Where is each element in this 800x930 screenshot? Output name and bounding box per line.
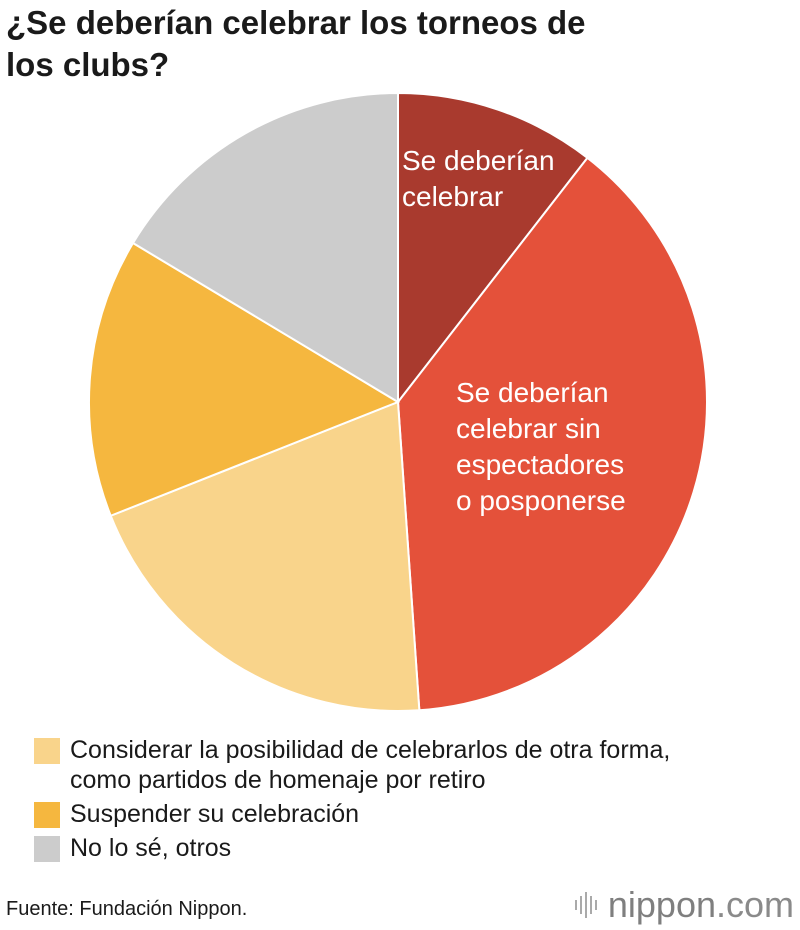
slice-label-line: celebrar sin [456,413,601,444]
legend-item-suspender: Suspender su celebración [34,799,794,829]
legend-label-line: como partidos de homenaje por retiro [70,766,486,794]
legend: Considerar la posibilidad de celebrarlos… [34,735,794,867]
pie-slice-1 [396,156,708,712]
pie-slice-3 [88,241,401,518]
pie-slice-labels: Se deberían celebrar Se deberían celebrar s… [402,145,626,516]
legend-item-no-lo-se: No lo sé, otros [34,833,794,863]
slice-label-line: o posponerse [456,485,626,516]
pie-slice-2 [109,400,421,712]
legend-item-otra-forma: Considerar la posibilidad de celebrarlos… [34,735,794,795]
legend-swatch-no-lo-se [34,836,60,862]
slice-label-line: Se deberían [402,145,555,176]
pie-chart: Se deberían celebrar Se deberían celebrar s… [88,91,708,712]
source-note: Fuente: Fundación Nippon. [6,898,248,920]
legend-swatch-otra-forma [34,738,60,764]
logo-suffix: .com [715,884,794,925]
legend-label-suspender: Suspender su celebración [70,800,360,828]
chart-title: ¿Se deberían celebrar los torneos de los… [6,2,786,86]
slice-label-line: espectadores [456,449,624,480]
slice-label-line: Se deberían [456,377,609,408]
legend-label-no-lo-se: No lo sé, otros [70,834,232,862]
logo-name: nippon [607,884,716,925]
nippon-logo: nippon .com [574,884,794,926]
chart-title-line-2: los clubs? [6,46,170,83]
legend-label-otra-forma: Considerar la posibilidad de celebrarlos… [70,735,670,795]
pie-slices [88,91,708,712]
chart-title-line-1: ¿Se deberían celebrar los torneos de [6,4,586,41]
pie-slice-0 [397,91,589,405]
pie-slice-4 [131,91,399,404]
slice-label-line: celebrar [402,181,503,212]
legend-swatch-suspender [34,802,60,828]
slice-label-1: Se deberían celebrar sin espectadores o pos… [456,377,626,516]
legend-label-line: Considerar la posibilidad de celebrarlos… [70,736,671,764]
nippon-sound-bars-icon [574,892,600,918]
slice-label-0: Se deberían celebrar [402,145,555,212]
